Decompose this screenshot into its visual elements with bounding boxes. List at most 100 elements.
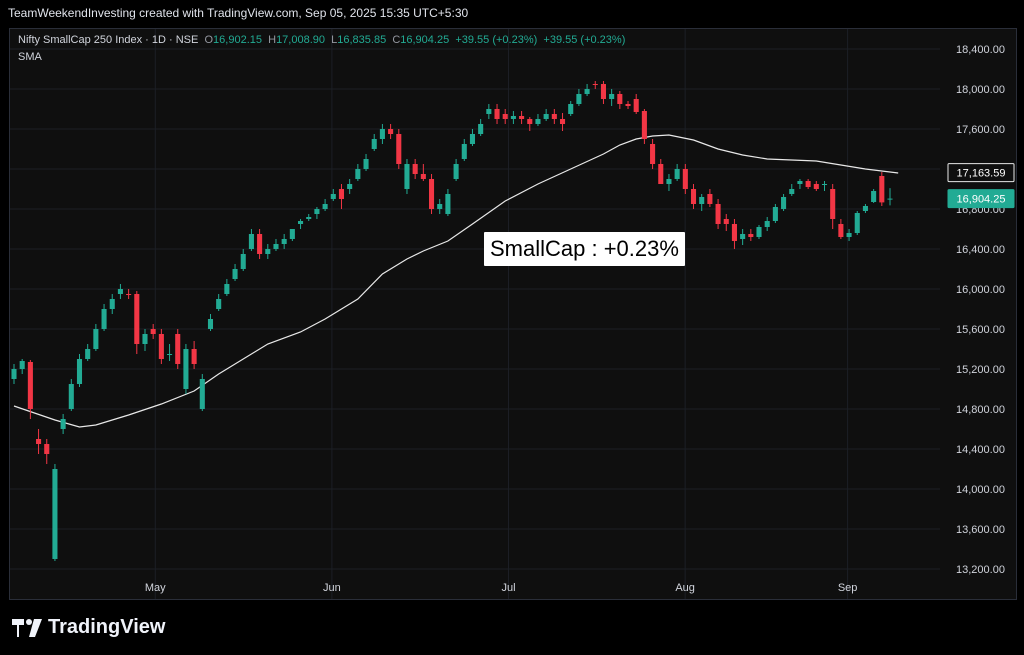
candle-body (633, 99, 639, 112)
x-tick-label: May (145, 582, 166, 594)
candle-body (216, 299, 222, 309)
candle-body (298, 221, 304, 224)
candle-body (248, 234, 254, 249)
chart-panel[interactable]: 13,200.00 13,600.00 14,000.00 14,400.00 14,8… (9, 28, 1017, 600)
candle-body (592, 84, 598, 85)
symbol-label[interactable]: Nifty SmallCap 250 Index · 1D · NSE (18, 34, 199, 46)
candle-body (257, 234, 263, 254)
candle-body (756, 227, 762, 237)
annotation-label: SmallCap : +0.23% (484, 232, 685, 266)
candle-body (887, 198, 893, 200)
high-value: 17,008.90 (276, 34, 325, 46)
candle-body (150, 329, 156, 334)
candle-body (494, 109, 500, 119)
candle-body (363, 159, 369, 169)
candle-body (723, 219, 729, 224)
candle-body (93, 329, 99, 349)
candle-body (478, 124, 484, 134)
price-chart[interactable]: 13,200.00 13,600.00 14,000.00 14,400.00 14,8… (10, 29, 1016, 599)
candle-body (338, 189, 345, 199)
x-tick-label: Sep (838, 582, 858, 594)
candle-body (731, 224, 737, 241)
candle-body (879, 176, 885, 203)
candle-body (428, 179, 435, 209)
candle-body (486, 109, 492, 114)
candle-body (420, 174, 426, 179)
candle-body (576, 94, 582, 104)
close-label: C (392, 34, 401, 46)
candle-body (519, 116, 525, 119)
candle-body (183, 349, 189, 389)
candle-body (412, 164, 418, 174)
candle-body (690, 189, 697, 204)
y-tick-label: 14,000.00 (956, 484, 1005, 496)
y-tick-label: 16,400.00 (956, 244, 1005, 256)
tradingview-logo-text: TradingView (48, 616, 166, 638)
sma-price-tag-bg (947, 163, 1015, 183)
candle-body (19, 361, 25, 369)
x-tick-label: Jun (323, 582, 341, 594)
candle-body (535, 119, 541, 124)
candle-body (281, 239, 287, 244)
candle-body (813, 184, 819, 189)
candle-body (27, 362, 33, 409)
candle-body (265, 249, 271, 254)
candle-body (862, 206, 868, 211)
candle-body (617, 94, 623, 104)
low-label: L (331, 34, 338, 46)
candle-body (76, 359, 83, 384)
tradingview-logo-icon (12, 618, 42, 637)
candle-body (60, 419, 66, 429)
candle-body (641, 111, 647, 139)
candle-body (44, 444, 50, 454)
open-label: O (204, 34, 214, 46)
watermark-text: TeamWeekendInvesting created with Tradin… (8, 6, 469, 20)
candle-body (314, 209, 320, 214)
y-tick-label: 14,400.00 (956, 444, 1005, 456)
candle-body (625, 104, 631, 106)
candle-body (134, 294, 140, 344)
last-price-tag-bg (947, 189, 1015, 209)
y-tick-label: 13,200.00 (956, 564, 1005, 576)
candle-body (52, 469, 58, 559)
candle-body (289, 229, 295, 239)
x-tick-label: Aug (675, 582, 695, 594)
candle-body (322, 204, 328, 209)
candle-body (109, 299, 115, 309)
candle-body (68, 384, 74, 409)
candle-body (715, 204, 721, 224)
candle-body (453, 164, 459, 179)
candle-body (101, 309, 107, 329)
candle-body (117, 289, 123, 294)
candle-body (838, 224, 844, 237)
candle-body (207, 319, 214, 329)
sma-price-tag-text: 17,163.59 (957, 168, 1006, 180)
candle-body (502, 114, 508, 119)
candle-body (551, 114, 557, 119)
y-tick-label: 15,600.00 (956, 324, 1005, 336)
candle-body (158, 334, 164, 359)
sma-legend[interactable]: SMA (18, 51, 42, 63)
y-tick-label: 18,400.00 (956, 44, 1005, 56)
candle-body (347, 184, 353, 189)
open-value: 16,902.15 (213, 34, 262, 46)
candle-body (666, 179, 672, 184)
candle-body (510, 116, 516, 119)
candle-body (469, 134, 476, 144)
candle-body (396, 134, 402, 164)
candle-body (232, 269, 238, 279)
y-tick-label: 13,600.00 (956, 524, 1005, 536)
high-label: H (268, 34, 277, 46)
candle-body (609, 94, 615, 99)
candle-body (789, 189, 795, 194)
candle-body (175, 334, 181, 364)
candle-body (224, 284, 230, 294)
candle-body (191, 349, 197, 364)
candle-body (404, 164, 410, 189)
close-value: 16,904.25 (400, 34, 450, 46)
candle-body (600, 84, 606, 99)
candle-body (461, 144, 467, 159)
symbol-legend: Nifty SmallCap 250 Index · 1D · NSE O16,… (18, 34, 625, 46)
candle-body (699, 197, 705, 204)
y-tick-label: 14,800.00 (956, 404, 1005, 416)
